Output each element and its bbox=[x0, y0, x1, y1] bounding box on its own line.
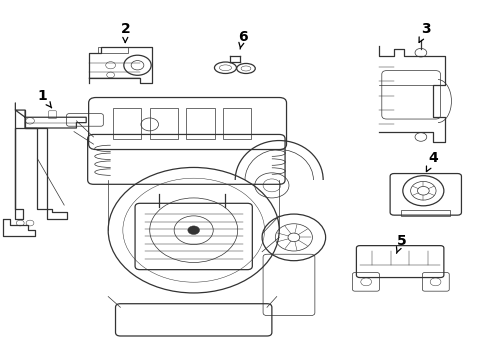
Bar bbox=[98, 47, 128, 53]
Text: 4: 4 bbox=[426, 152, 438, 172]
Text: 6: 6 bbox=[238, 30, 247, 49]
Bar bbox=[150, 108, 178, 139]
Bar bbox=[113, 108, 142, 139]
Text: 5: 5 bbox=[396, 234, 406, 253]
Text: 3: 3 bbox=[419, 22, 431, 42]
Bar bbox=[223, 108, 251, 139]
Bar bbox=[186, 108, 215, 139]
Bar bbox=[401, 211, 450, 216]
Text: 1: 1 bbox=[37, 89, 51, 108]
Circle shape bbox=[188, 226, 199, 234]
Text: 2: 2 bbox=[121, 22, 130, 42]
